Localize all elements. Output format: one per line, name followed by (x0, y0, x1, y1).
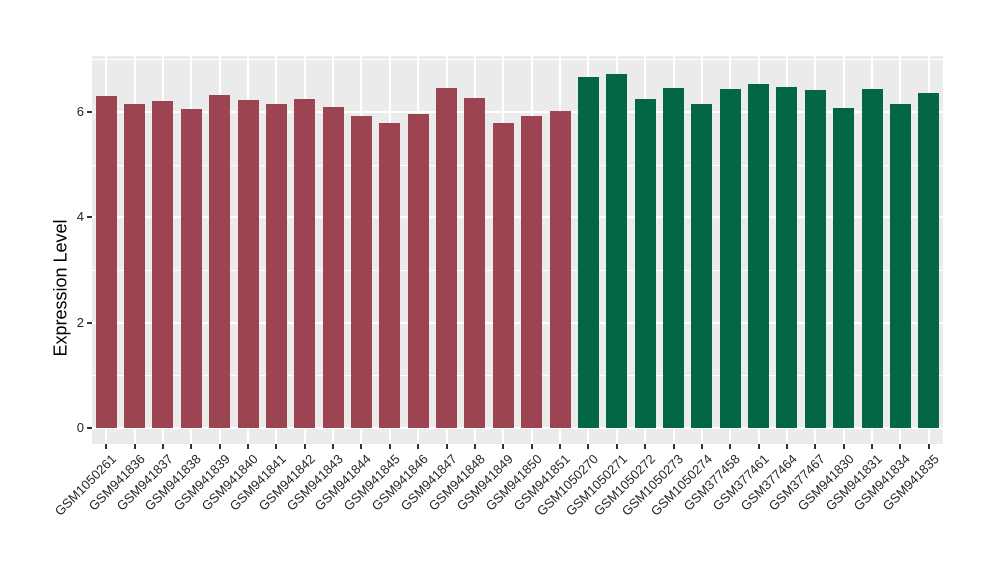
x-tick-mark (303, 444, 306, 449)
gridline-major (92, 216, 943, 219)
bar-GSM1050272 (634, 98, 656, 428)
bar-GSM941831 (861, 88, 883, 428)
bar-GSM1050270 (577, 77, 599, 428)
gridline-major (92, 321, 943, 324)
x-tick-mark (247, 444, 250, 449)
y-tick-mark (87, 216, 92, 219)
y-tick-label: 6 (76, 103, 84, 119)
y-tick-label: 2 (76, 314, 84, 330)
x-tick-mark (133, 444, 136, 449)
bar-GSM941849 (492, 122, 514, 428)
x-tick-mark (899, 444, 902, 449)
bar-GSM1050273 (663, 88, 685, 428)
bar-GSM941839 (209, 94, 231, 428)
bar-GSM377464 (776, 87, 798, 428)
bar-GSM941838 (180, 108, 202, 428)
x-tick-mark (218, 444, 221, 449)
bar-GSM941850 (521, 116, 543, 428)
bar-GSM941843 (322, 106, 344, 428)
x-tick-mark (814, 444, 817, 449)
bar-GSM1050261 (95, 96, 117, 428)
x-tick-mark (785, 444, 788, 449)
bar-GSM941847 (436, 88, 458, 428)
x-tick-mark (502, 444, 505, 449)
x-tick-mark (927, 444, 930, 449)
bar-GSM941837 (152, 101, 174, 428)
gridline-minor (92, 164, 943, 166)
y-tick-mark (87, 427, 92, 429)
gridline-minor (92, 375, 943, 377)
y-tick-label: 4 (76, 209, 84, 225)
y-tick-mark (87, 110, 92, 113)
bar-GSM941851 (549, 111, 571, 428)
bar-GSM941830 (833, 107, 855, 428)
bar-GSM941841 (265, 104, 287, 428)
bar-GSM1050271 (606, 74, 628, 428)
gridline-minor (92, 269, 943, 271)
bar-GSM941835 (918, 93, 940, 428)
x-tick-mark (530, 444, 533, 449)
bar-GSM941834 (889, 103, 911, 428)
x-tick-mark (445, 444, 448, 449)
x-tick-mark (644, 444, 647, 449)
x-tick-mark (871, 444, 874, 449)
gridline-minor (92, 59, 943, 61)
bar-GSM941842 (294, 99, 316, 428)
bar-GSM377461 (748, 83, 770, 428)
bar-GSM377467 (804, 89, 826, 428)
x-tick-mark (105, 444, 108, 449)
bar-GSM377458 (719, 89, 741, 428)
bar-GSM941848 (464, 97, 486, 428)
x-tick-mark (559, 444, 562, 449)
x-tick-mark (587, 444, 590, 449)
x-tick-mark (700, 444, 703, 449)
bar-GSM941846 (407, 114, 429, 428)
x-tick-mark (190, 444, 193, 449)
x-tick-mark (161, 444, 164, 449)
bar-GSM941844 (350, 115, 372, 428)
y-tick-mark (87, 321, 92, 324)
bar-GSM941840 (237, 100, 259, 428)
bar-GSM1050274 (691, 103, 713, 428)
gridline-major (92, 427, 943, 429)
gridline-major (92, 110, 943, 113)
y-axis-title: Expression Level (50, 219, 71, 357)
x-tick-mark (473, 444, 476, 449)
x-tick-mark (842, 444, 845, 449)
x-tick-mark (672, 444, 675, 449)
x-tick-mark (417, 444, 420, 449)
x-tick-mark (275, 444, 278, 449)
x-tick-mark (729, 444, 732, 449)
x-tick-mark (388, 444, 391, 449)
x-tick-mark (615, 444, 618, 449)
x-tick-mark (757, 444, 760, 449)
x-tick-mark (332, 444, 335, 449)
y-tick-label: 0 (76, 420, 84, 435)
x-tick-mark (360, 444, 363, 449)
bar-GSM941845 (379, 123, 401, 428)
bar-GSM941836 (124, 103, 146, 428)
